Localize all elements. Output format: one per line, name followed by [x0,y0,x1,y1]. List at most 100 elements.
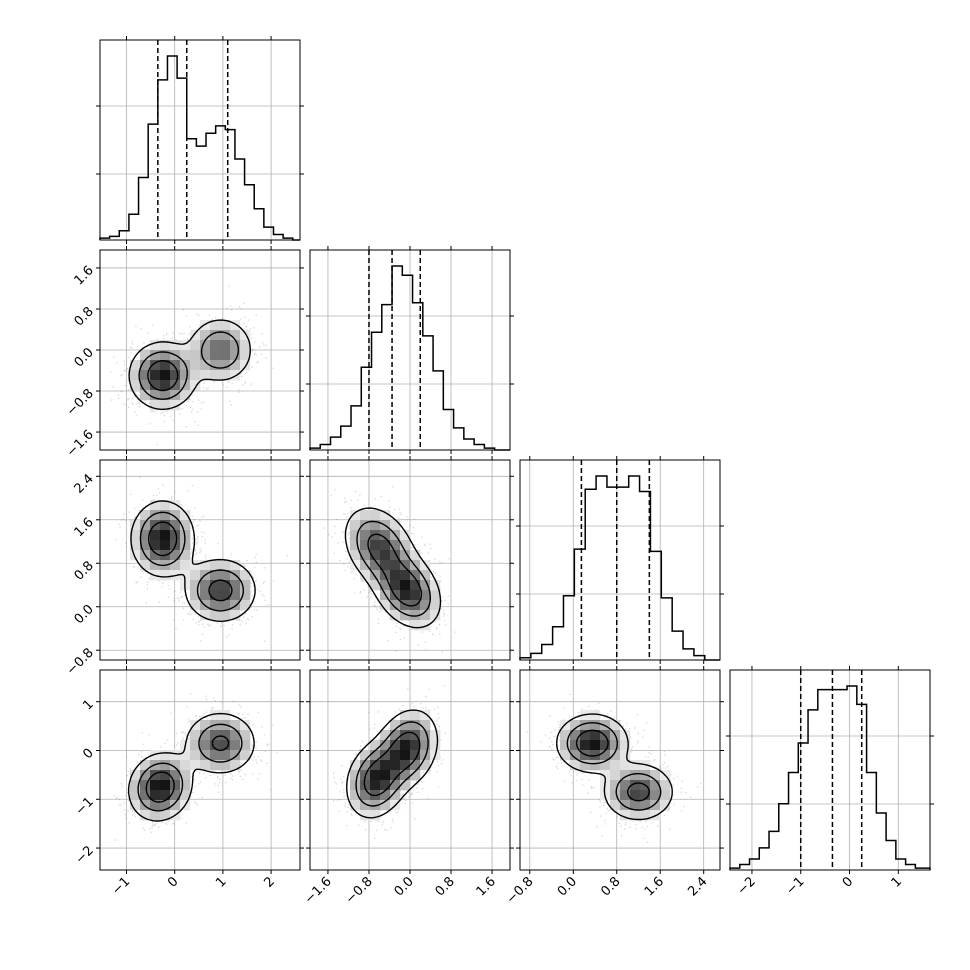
density-cell [130,780,141,791]
density-cell [220,320,231,331]
density-cell [350,550,361,561]
density-cell [190,560,201,571]
density-cell [240,340,251,351]
density-cell [590,740,601,751]
density-cell [140,770,151,781]
density-cell [570,720,581,731]
density-cell [190,340,201,351]
density-cell [410,720,421,731]
density-cell [130,540,141,551]
histogram-step [729,685,931,870]
x-tick-label: 1 [889,874,905,890]
y-tick-label: −0.8 [64,645,97,678]
density-cell [200,330,211,341]
density-cell [420,760,431,771]
density-cell [170,780,181,791]
density-cell [130,790,141,801]
density-cell [210,560,221,571]
density-cell [150,380,161,391]
density-cell [350,760,361,771]
density-cell [360,760,371,771]
density-cell [140,810,151,821]
density-cell [360,750,371,761]
density-cell [240,740,251,751]
density-cell [400,610,411,621]
panel-frame [729,669,931,871]
contour-line [356,520,431,617]
contour-line [363,731,421,797]
density-cell [230,760,241,771]
density-cell [230,560,241,571]
density-cell [420,590,431,601]
density-cell [160,360,171,371]
density-cell [380,560,391,571]
density-cell [620,800,631,811]
y-tick-label: 0.8 [72,558,97,583]
joint-content [333,685,447,839]
density-cell [190,740,201,751]
density-cell [230,360,241,371]
density-cell [220,750,231,761]
density-cell [410,570,421,581]
density-cell [420,580,431,591]
x-tick-label: 1.6 [642,874,667,899]
density-cell [430,600,441,611]
density-cell [410,610,421,621]
density-cell [380,740,391,751]
density-cell [230,600,241,611]
x-tick-label: 0.8 [433,874,458,899]
contour-line [355,721,429,807]
y-tick-label: 0.8 [72,304,97,329]
density-cell [160,510,171,521]
density-cell [360,530,371,541]
density-cell [240,360,251,371]
density-cell [170,530,181,541]
contour-line [138,331,240,400]
density-cell [200,760,211,771]
density-cell [180,770,191,781]
density-cell [590,710,601,721]
density-cell [170,550,181,561]
density-cell [160,380,171,391]
density-cell [140,530,151,541]
density-cell [190,380,201,391]
y-tick-label: −0.8 [64,386,97,419]
density-cell [400,600,411,611]
y-tick-label: 1 [80,697,96,713]
density-cell [220,600,231,611]
density-cell [400,780,411,791]
density-cell [370,560,381,571]
density-cell [180,520,191,531]
density-cell [170,560,181,571]
joint-panel-1-3: −1.6 −0.8 0.0 0.8 1.6 [302,666,514,907]
density-cell [600,770,611,781]
density-cell [380,730,391,741]
density-cell [200,610,211,621]
y-tick-label: 0 [80,746,96,762]
x-tick-label: 1 [213,874,229,890]
contour-line [575,729,650,802]
contour-line [344,507,442,629]
x-tick-label: 0.0 [555,874,580,899]
contour-line [145,735,230,803]
density-cell [160,500,171,511]
density-cell [140,540,151,551]
density-cell [360,810,371,821]
density-cell [590,720,601,731]
density-cell [620,810,631,821]
density-cell [220,710,231,721]
hist-panel-1 [306,246,514,454]
contour-line [130,500,256,622]
density-cell [140,360,151,371]
density-cell [170,790,181,801]
density-cell [210,320,221,331]
density-cell [200,370,211,381]
density-cell [580,720,591,731]
density-cell [170,770,181,781]
density-cell [380,790,391,801]
y-tick-label: −2 [73,843,97,867]
density-cell [220,360,231,371]
density-cell [380,510,391,521]
density-cell [210,360,221,371]
